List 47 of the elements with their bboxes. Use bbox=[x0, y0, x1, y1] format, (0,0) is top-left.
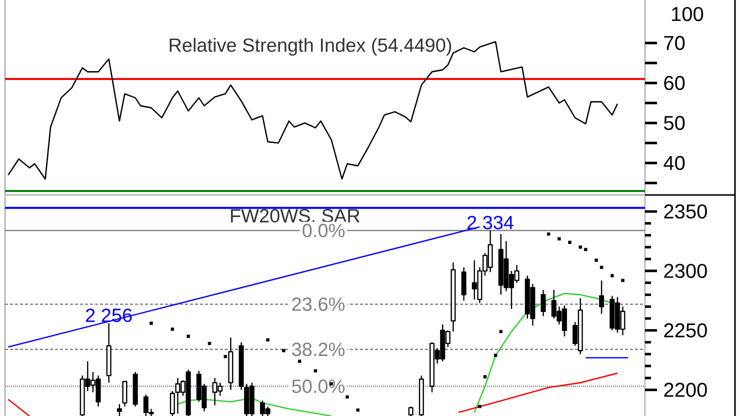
point bbox=[578, 246, 582, 249]
point bbox=[150, 322, 153, 325]
point bbox=[584, 248, 588, 252]
point bbox=[314, 369, 318, 372]
point bbox=[186, 334, 190, 338]
y-tick-label: 2300 bbox=[664, 264, 707, 278]
y-tick-label: 2350 bbox=[664, 204, 707, 219]
point bbox=[170, 328, 174, 331]
line-series bbox=[458, 372, 618, 414]
annotation: 38.2% bbox=[292, 342, 345, 356]
point bbox=[224, 354, 227, 358]
point bbox=[346, 395, 349, 399]
candlestick bbox=[540, 289, 546, 317]
y-tick-label: 40 bbox=[664, 156, 685, 170]
point bbox=[282, 348, 286, 352]
y-tick-label: 2250 bbox=[664, 323, 707, 338]
candlestick bbox=[122, 380, 128, 408]
text: FW20WS, SAR bbox=[231, 209, 360, 225]
point bbox=[494, 354, 498, 357]
point bbox=[610, 274, 614, 278]
point bbox=[558, 237, 561, 240]
annotation: 50.0% bbox=[292, 380, 345, 393]
text: 100 bbox=[672, 6, 704, 22]
point bbox=[568, 240, 572, 244]
y-tick-label: 50 bbox=[664, 116, 685, 130]
point bbox=[266, 338, 270, 342]
point bbox=[594, 258, 598, 262]
annotation: 23.6% bbox=[292, 297, 345, 311]
candlestick bbox=[599, 280, 604, 314]
point bbox=[356, 408, 360, 412]
text: Relative Strength Index (54.4490) bbox=[170, 38, 452, 56]
annotation: 0.0% bbox=[302, 224, 345, 238]
point bbox=[499, 330, 502, 334]
y-tick-label: 60 bbox=[664, 76, 685, 90]
point bbox=[478, 404, 482, 408]
point bbox=[208, 342, 212, 346]
point bbox=[483, 375, 487, 378]
candlestick bbox=[408, 406, 414, 416]
point bbox=[298, 360, 302, 363]
candlestick bbox=[116, 404, 122, 416]
point bbox=[546, 232, 550, 236]
y-tick-label: 70 bbox=[664, 36, 685, 50]
candlestick bbox=[170, 390, 175, 416]
point bbox=[600, 266, 604, 269]
point bbox=[621, 278, 624, 282]
y-tick-label: 2200 bbox=[664, 382, 707, 397]
candlestick bbox=[461, 266, 466, 302]
